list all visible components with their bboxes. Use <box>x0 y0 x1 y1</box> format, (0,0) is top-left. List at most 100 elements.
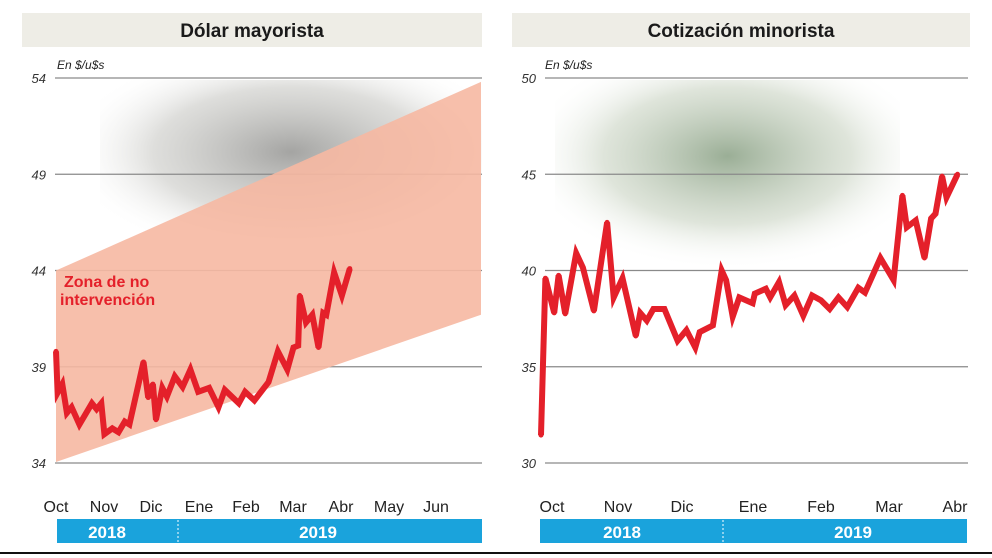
data-point <box>692 345 698 350</box>
data-point <box>159 385 165 391</box>
data-point <box>59 381 65 387</box>
data-point <box>562 311 568 317</box>
data-point <box>661 306 667 312</box>
x-tick-label: Feb <box>807 499 835 516</box>
y-tick-label: 45 <box>522 167 537 182</box>
y-tick-label: 30 <box>522 456 537 471</box>
y-tick-label: 40 <box>522 264 537 279</box>
data-point <box>291 345 296 350</box>
data-point <box>650 306 656 312</box>
money-photo <box>555 80 900 270</box>
data-point <box>297 293 303 299</box>
data-point <box>944 194 950 200</box>
y-tick-label: 50 <box>522 71 537 86</box>
data-point <box>877 255 883 261</box>
x-tick-label: Nov <box>604 499 632 516</box>
data-point <box>633 333 639 339</box>
data-point <box>316 345 321 350</box>
data-point <box>675 338 681 344</box>
data-point <box>542 275 548 281</box>
data-point <box>206 385 212 391</box>
data-point <box>791 293 797 299</box>
data-point <box>719 268 725 273</box>
data-point <box>683 327 689 333</box>
data-point <box>767 294 773 300</box>
data-point <box>604 219 610 225</box>
data-point <box>637 310 643 316</box>
data-point <box>928 216 934 222</box>
y-tick-label: 35 <box>522 360 537 375</box>
x-tick-label: Feb <box>232 499 260 516</box>
data-point <box>64 410 70 416</box>
data-point <box>323 312 329 318</box>
data-point <box>730 314 736 320</box>
data-point <box>89 400 95 406</box>
right-year-2019: 2019 <box>834 523 872 542</box>
left-year-bar <box>57 519 482 543</box>
data-point <box>284 367 290 373</box>
data-point <box>844 304 850 310</box>
right-year-bar <box>540 519 967 543</box>
data-point <box>611 294 617 300</box>
data-point <box>644 318 650 324</box>
data-point <box>347 266 353 272</box>
data-point <box>295 343 301 349</box>
left-chart-title: Dólar mayorista <box>180 21 324 42</box>
data-point <box>216 404 221 410</box>
data-point <box>187 367 193 373</box>
x-tick-label: Jun <box>423 499 449 516</box>
data-point <box>53 348 59 354</box>
data-point <box>591 308 597 314</box>
data-point <box>855 285 861 291</box>
data-point <box>150 381 156 387</box>
x-tick-label: Nov <box>90 499 118 516</box>
data-point <box>98 400 104 406</box>
data-point <box>697 329 703 335</box>
data-point <box>69 404 75 410</box>
band-label: Zona de no intervención <box>60 274 155 309</box>
data-point <box>809 293 815 299</box>
data-point <box>827 306 833 312</box>
data-point <box>303 319 309 325</box>
right-year-2018: 2018 <box>603 523 641 542</box>
data-point <box>752 291 758 297</box>
x-tick-label: May <box>374 499 404 516</box>
right-chart-title: Cotización minorista <box>648 21 835 42</box>
data-point <box>180 384 186 390</box>
data-point <box>573 250 579 256</box>
data-point <box>145 395 151 401</box>
data-point <box>800 313 806 319</box>
data-point <box>164 394 170 400</box>
data-point <box>275 348 281 354</box>
data-point <box>141 359 146 365</box>
y-tick-label: 54 <box>32 71 46 86</box>
data-point <box>126 422 132 427</box>
x-tick-label: Dic <box>670 499 693 516</box>
left-year-2018: 2018 <box>88 523 126 542</box>
y-tick-label: 44 <box>32 264 46 279</box>
x-tick-label: Oct <box>540 499 565 516</box>
data-point <box>620 275 626 281</box>
data-point <box>122 419 128 425</box>
no-intervention-band <box>56 81 481 463</box>
data-point <box>921 255 927 261</box>
data-point <box>932 211 938 217</box>
x-tick-label: Ene <box>739 499 768 516</box>
data-point <box>109 425 115 431</box>
data-point <box>556 272 562 278</box>
data-point <box>710 322 716 328</box>
band-label-line2: intervención <box>60 292 155 309</box>
data-point <box>116 429 121 435</box>
x-tick-label: Abr <box>329 499 355 516</box>
left-y-unit: En $/u$s <box>57 58 104 72</box>
left-year-2019: 2019 <box>299 523 337 542</box>
band-label-line1: Zona de no <box>64 274 150 291</box>
x-tick-label: Mar <box>875 499 903 516</box>
data-point <box>580 265 586 271</box>
data-point <box>836 294 842 300</box>
right-y-unit: En $/u$s <box>545 58 592 72</box>
series-line <box>538 173 961 436</box>
right-header-bg <box>512 13 970 47</box>
data-point <box>904 224 910 230</box>
